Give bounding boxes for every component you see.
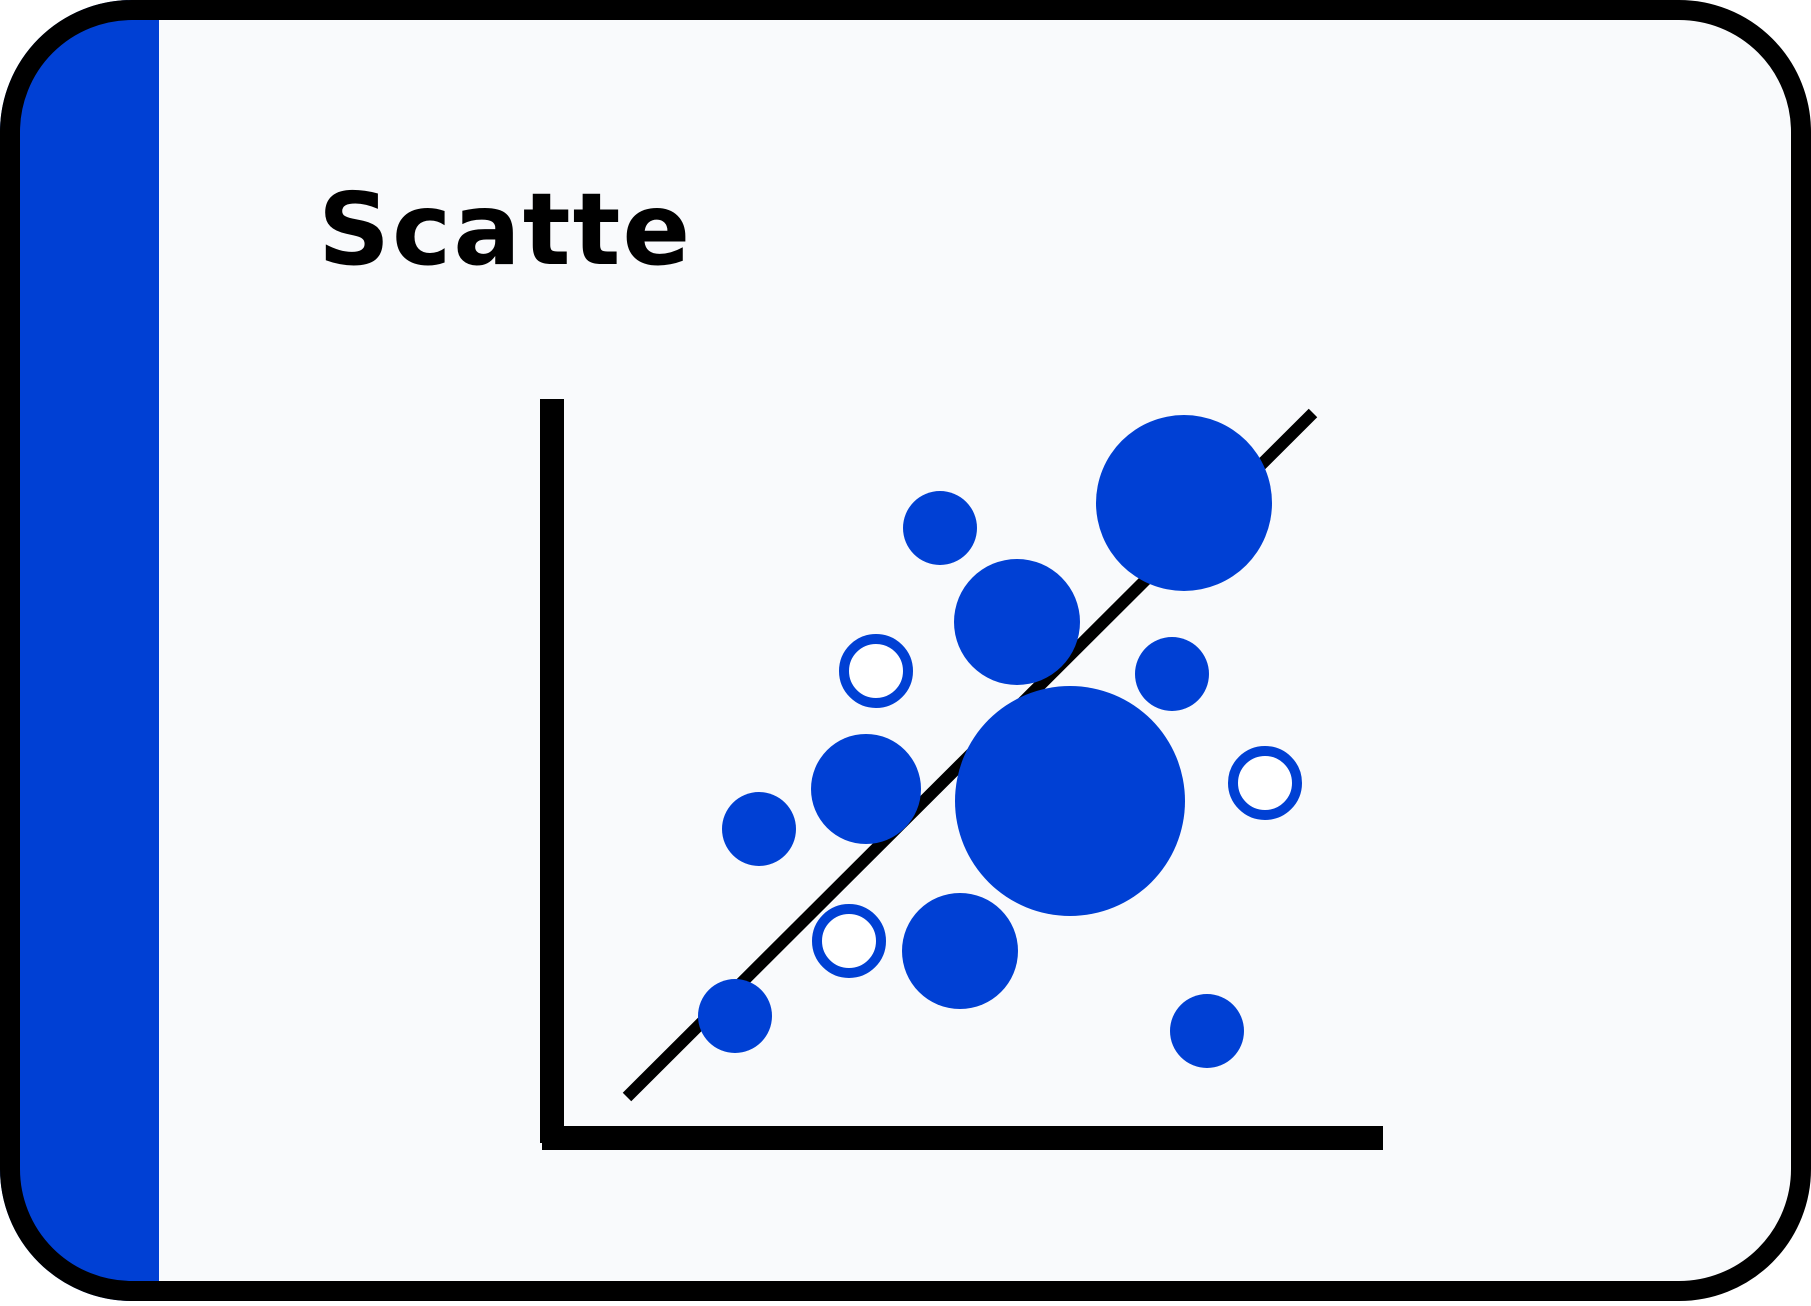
- scatter-point: [698, 979, 772, 1053]
- scatter-plot-icon: [540, 399, 1383, 1150]
- scatter-point: [1170, 994, 1244, 1068]
- scatter-point: [954, 559, 1080, 685]
- scatter-point: [1135, 637, 1209, 711]
- scatter-point-hollow: [812, 904, 886, 978]
- scatter-point: [903, 491, 977, 565]
- scatter-point: [1096, 415, 1272, 591]
- scatter-point: [955, 686, 1185, 916]
- card-title: Scatte: [318, 171, 693, 288]
- scatter-point-hollow: [1228, 746, 1302, 820]
- card-accent-strip: [0, 0, 159, 1301]
- scatter-point: [722, 792, 796, 866]
- scatter-point: [811, 734, 921, 844]
- scatter-point: [902, 893, 1018, 1009]
- scatter-point-hollow: [839, 634, 913, 708]
